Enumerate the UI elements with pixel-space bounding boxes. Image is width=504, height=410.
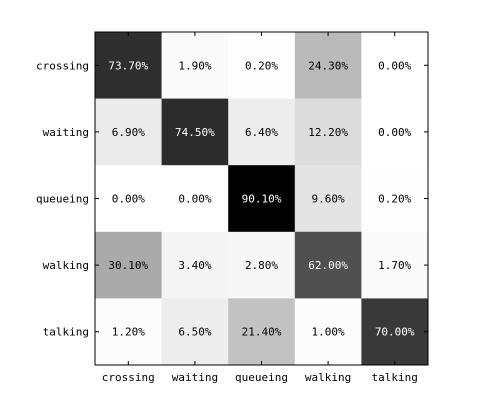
heatmap-cell-labels: 73.70% 1.90% 0.20% 24.30% 0.00% 6.90% 74.50% 6.… — [108, 59, 415, 338]
x-tick-label: talking — [372, 371, 418, 384]
cell-value-label: 62.00% — [308, 259, 348, 272]
cell-value-label: 90.10% — [242, 193, 282, 206]
y-tick-label: talking — [43, 326, 89, 339]
cell-value-label: 21.40% — [242, 326, 282, 339]
heatmap-cells — [95, 32, 429, 366]
x-tick-label: crossing — [102, 371, 155, 384]
y-tick-label: walking — [43, 259, 89, 272]
heatmap-cell — [95, 32, 162, 99]
cell-value-label: 0.00% — [378, 126, 411, 139]
x-tick-label: waiting — [172, 371, 218, 384]
cell-value-label: 0.00% — [112, 193, 145, 206]
heatmap-cell — [228, 32, 296, 99]
y-tick-labels: crossing waiting queueing walking talking — [36, 59, 89, 338]
heatmap-cell — [161, 32, 229, 99]
heatmap-cell — [95, 298, 162, 366]
x-tick-label: queueing — [235, 371, 288, 384]
cell-value-label: 6.40% — [245, 126, 278, 139]
heatmap-cell — [161, 231, 229, 299]
cell-value-label: 0.00% — [178, 193, 211, 206]
cell-value-label: 1.70% — [378, 259, 411, 272]
heatmap-cell — [95, 165, 162, 233]
cell-value-label: 1.20% — [112, 326, 145, 339]
heatmap-cell — [294, 298, 362, 366]
heatmap-cell — [361, 32, 429, 99]
cell-value-label: 24.30% — [308, 59, 348, 72]
cell-value-label: 9.60% — [312, 193, 345, 206]
cell-value-label: 0.20% — [245, 59, 278, 72]
axis-ticks — [95, 32, 428, 365]
heatmap-cell — [161, 165, 229, 233]
heatmap-cell — [294, 98, 362, 166]
x-tick-label: walking — [305, 371, 351, 384]
x-tick-labels: crossing waiting queueing walking talking — [102, 371, 418, 384]
cell-value-label: 1.90% — [178, 59, 211, 72]
heatmap-cell — [95, 98, 162, 166]
y-tick-label: queueing — [36, 193, 89, 206]
cell-value-label: 0.00% — [378, 59, 411, 72]
y-tick-label: crossing — [36, 59, 89, 72]
cell-value-label: 73.70% — [108, 59, 148, 72]
heatmap-cell — [228, 298, 296, 366]
heatmap-cell — [228, 165, 296, 233]
cell-value-label: 74.50% — [175, 126, 215, 139]
cell-value-label: 12.20% — [308, 126, 348, 139]
heatmap-cell — [228, 231, 296, 299]
cell-value-label: 30.10% — [108, 259, 148, 272]
heatmap-cell — [294, 32, 362, 99]
cell-value-label: 6.90% — [112, 126, 145, 139]
cell-value-label: 0.20% — [378, 193, 411, 206]
heatmap-cell — [95, 231, 162, 299]
heatmap-cell — [294, 231, 362, 299]
heatmap-cell — [361, 231, 429, 299]
cell-value-label: 6.50% — [178, 326, 211, 339]
cell-value-label: 1.00% — [312, 326, 345, 339]
cell-value-label: 3.40% — [178, 259, 211, 272]
y-tick-label: waiting — [43, 126, 89, 139]
heatmap-cell — [161, 98, 229, 166]
heatmap-cell — [161, 298, 229, 366]
cell-value-label: 70.00% — [375, 326, 415, 339]
plot-frame — [94, 31, 429, 366]
heatmap-cell — [361, 298, 429, 366]
heatmap-cell — [361, 98, 429, 166]
heatmap-cell — [294, 165, 362, 233]
cell-value-label: 2.80% — [245, 259, 278, 272]
heatmap-cell — [228, 98, 296, 166]
heatmap-cell — [361, 165, 429, 233]
